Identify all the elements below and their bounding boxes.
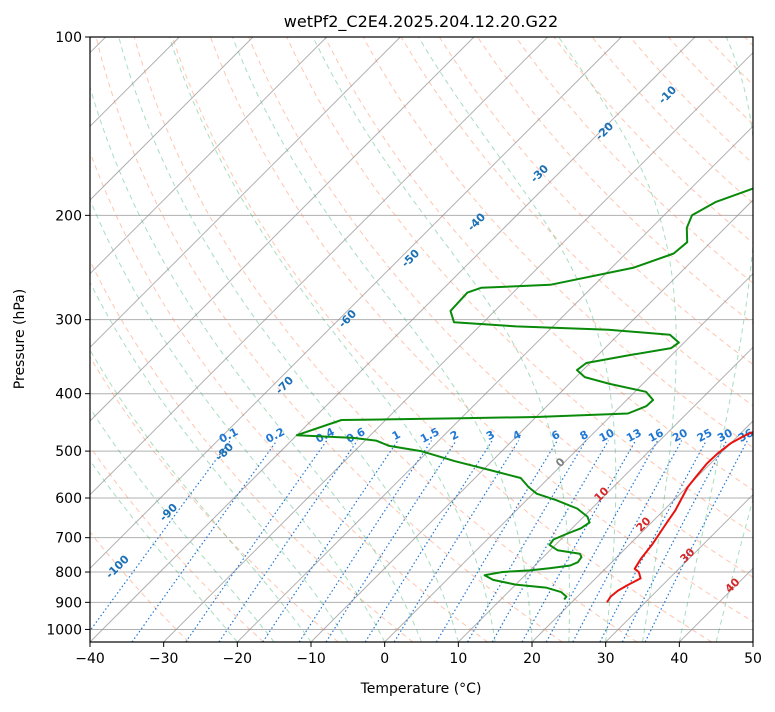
y-tick-label: 300 [55, 313, 82, 329]
y-tick-label: 600 [55, 491, 82, 507]
y-tick-label: 1000 [46, 622, 82, 638]
x-tick-label: 0 [380, 651, 389, 667]
y-tick-label: 500 [55, 444, 82, 460]
x-tick-label: 30 [597, 651, 615, 667]
x-axis-label: Temperature (°C) [360, 681, 482, 697]
x-tick-label: 40 [670, 651, 688, 667]
y-tick-label: 900 [55, 595, 82, 611]
x-tick-label: −10 [296, 651, 326, 667]
y-tick-label: 200 [55, 208, 82, 224]
x-tick-label: 10 [449, 651, 467, 667]
y-tick-label: 800 [55, 565, 82, 581]
x-tick-label: −20 [223, 651, 253, 667]
chart-title: wetPf2_C2E4.2025.204.12.20.G22 [284, 12, 558, 32]
y-tick-label: 400 [55, 387, 82, 403]
x-tick-label: −40 [75, 651, 105, 667]
y-tick-label: 700 [55, 531, 82, 547]
y-tick-label: 100 [55, 30, 82, 46]
x-tick-label: −30 [149, 651, 179, 667]
x-tick-label: 20 [523, 651, 541, 667]
y-axis-label: Pressure (hPa) [12, 289, 28, 389]
x-tick-label: 50 [744, 651, 762, 667]
